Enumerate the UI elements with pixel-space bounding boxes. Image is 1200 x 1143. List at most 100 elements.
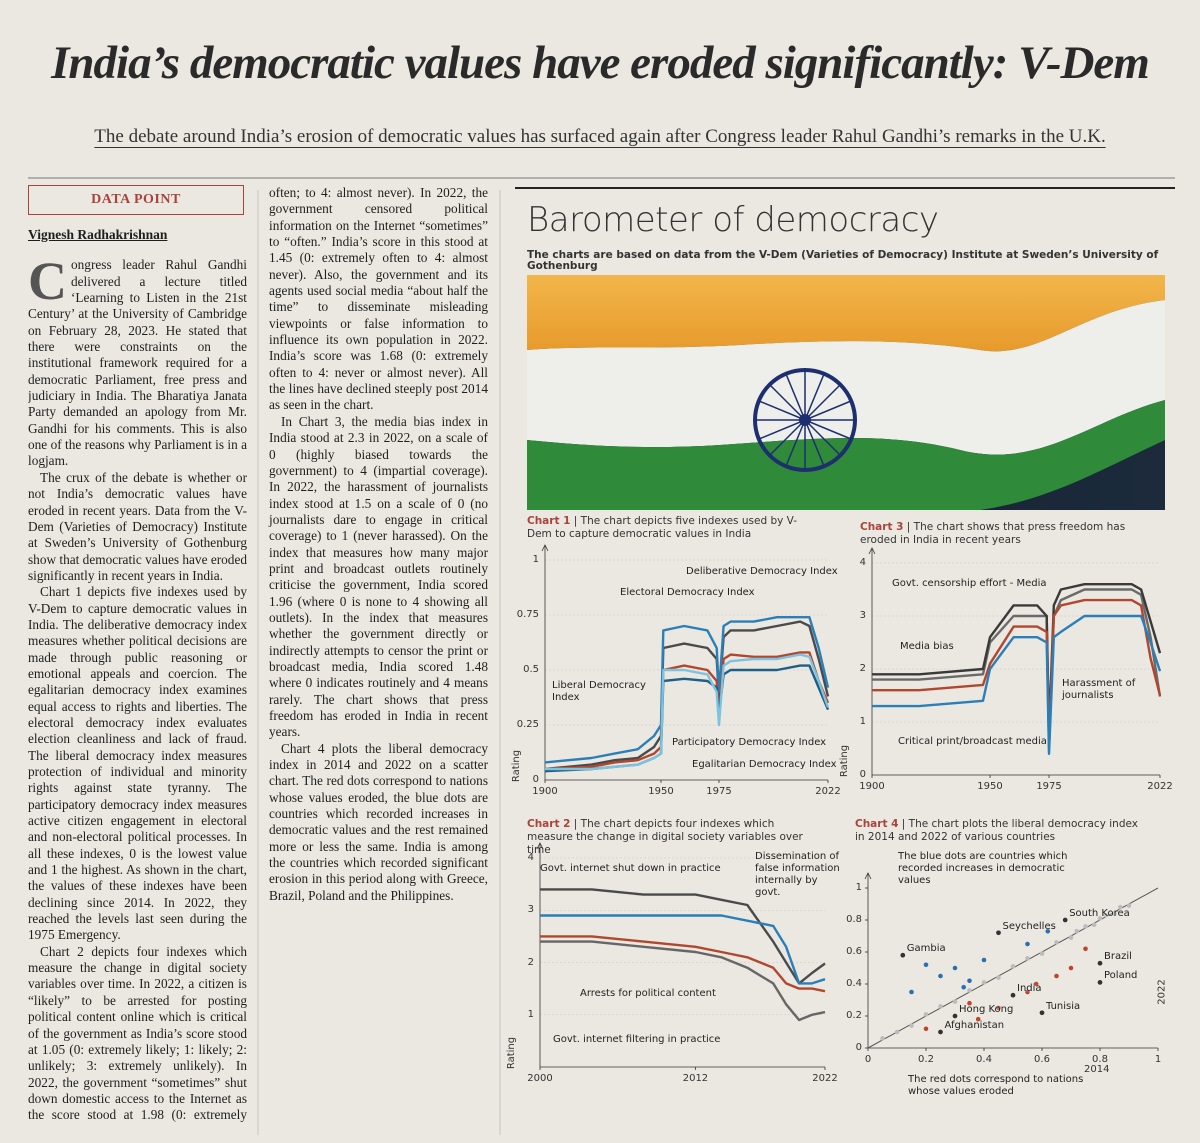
y-axis-label: 2022	[1156, 979, 1168, 1005]
labelled-point	[1062, 917, 1068, 923]
point	[1068, 935, 1074, 940]
x-tick-label: 2022	[812, 1073, 838, 1084]
point	[981, 957, 987, 963]
series-line	[545, 653, 830, 771]
x-tick-label: 0.4	[976, 1054, 992, 1065]
point-label: Tunisia	[1046, 1000, 1081, 1012]
point	[938, 1004, 943, 1009]
series-label: Media bias	[900, 641, 954, 652]
x-tick-label: 1975	[1036, 781, 1062, 792]
series-line	[544, 616, 830, 764]
y-axis-label: Rating	[511, 749, 523, 783]
y-tick-label: 0	[859, 769, 866, 780]
y-axis-label: Rating	[839, 744, 851, 778]
series-label: Harassment of journalists	[1062, 678, 1136, 701]
point-label: South Korea	[1069, 908, 1130, 919]
series-label: Govt. internet filtering in practice	[553, 1034, 721, 1045]
point	[1045, 928, 1051, 934]
y-tick-label: 0	[532, 774, 539, 785]
point-label: Afghanistan	[944, 1020, 1005, 1031]
graphic-subtitle: The charts are based on data from the V-…	[527, 249, 1159, 272]
series-line	[544, 651, 830, 771]
y-tick-label: 0.25	[516, 719, 539, 730]
annotation: The red dots correspond to nations whose…	[908, 1074, 1084, 1097]
point	[1074, 928, 1080, 934]
series-label: Electoral Democracy Index	[620, 587, 755, 598]
paragraph: Congress leader Rahul Gandhi delivered a…	[28, 251, 247, 469]
chart-number: Chart 2	[527, 818, 571, 830]
point-label: Seychelles	[1002, 920, 1056, 932]
flag-photo	[527, 275, 1165, 510]
chart-caption: Chart 2 | The chart depicts four indexes…	[527, 818, 817, 857]
labelled-point	[1097, 980, 1103, 985]
point	[909, 1023, 914, 1028]
series-label: Dissemination of false information inter…	[755, 851, 840, 898]
chart-caption: Chart 4 | The chart plots the liberal de…	[855, 818, 1145, 844]
point-label: India	[1017, 983, 1042, 995]
x-tick-label: 1900	[532, 786, 558, 797]
point	[967, 978, 972, 984]
point	[1083, 924, 1088, 929]
section-label: DATA POINT	[28, 185, 244, 215]
series-line	[872, 583, 1162, 734]
series-line	[540, 940, 826, 1022]
y-tick-label: 0.2	[846, 1010, 862, 1021]
chart-caption-text: The chart plots the liberal democracy in…	[855, 818, 1138, 843]
graphic-title: Barometer of democracy	[527, 200, 939, 240]
series-line	[540, 888, 826, 985]
x-tick-label: 0.6	[1034, 1054, 1050, 1065]
point	[1068, 965, 1074, 971]
y-tick-label: 3	[859, 610, 866, 621]
point	[909, 989, 914, 995]
x-tick-label: 1975	[706, 786, 732, 797]
point-label: Poland	[1104, 970, 1138, 982]
point	[1112, 911, 1117, 916]
point	[923, 1012, 929, 1017]
point	[1126, 903, 1132, 908]
y-tick-label: 0.75	[516, 609, 539, 620]
series-line	[540, 935, 826, 993]
x-tick-label: 2012	[682, 1073, 709, 1084]
x-axis-label: 2014	[1084, 1064, 1110, 1075]
paragraph: The crux of the debate is whether or not…	[28, 469, 247, 583]
point	[961, 984, 966, 990]
series-label: Arrests for political content	[580, 988, 716, 999]
paragraph: Chart 1 depicts five indexes used by V-D…	[28, 584, 247, 943]
point	[923, 962, 929, 968]
y-axis-label: Rating	[506, 1036, 518, 1070]
point	[996, 1005, 1001, 1011]
point	[1103, 912, 1109, 918]
chart-number: Chart 1	[527, 515, 571, 527]
point	[938, 973, 943, 979]
x-tick-label: 2022	[1147, 781, 1173, 792]
annotation: The blue dots are countries which record…	[898, 851, 1068, 886]
x-tick-label: 0	[864, 1054, 872, 1065]
byline: Vignesh Radhakrishnan	[28, 227, 168, 242]
point	[967, 988, 972, 993]
axis-arrow	[536, 842, 544, 850]
point	[894, 1029, 900, 1035]
y-tick-label: 4	[527, 852, 534, 863]
series-label: Govt. internet shut down in practice	[540, 863, 721, 874]
y-tick-label: 3	[527, 904, 534, 916]
y-tick-label: 0.4	[846, 978, 862, 989]
article: DATA POINT Vignesh Radhakrishnan Congres…	[28, 185, 488, 1135]
point	[975, 1016, 981, 1022]
x-tick-label: 1900	[859, 781, 885, 792]
x-tick-label: 0.2	[918, 1054, 934, 1065]
labelled-point	[938, 1029, 943, 1035]
labelled-point	[1039, 1010, 1045, 1016]
y-tick-label: 1	[855, 882, 862, 893]
point	[1010, 964, 1016, 969]
series-label: Participatory Democracy Index	[672, 737, 827, 748]
x-tick-label: 0.8	[1092, 1054, 1108, 1065]
separator: |	[898, 818, 909, 830]
labelled-point	[900, 952, 906, 958]
point	[981, 980, 987, 985]
axis-arrow	[541, 544, 549, 552]
y-tick-label: 4	[859, 557, 866, 568]
point-label: Gambia	[906, 943, 946, 955]
point	[996, 975, 1001, 980]
point	[1054, 973, 1059, 979]
